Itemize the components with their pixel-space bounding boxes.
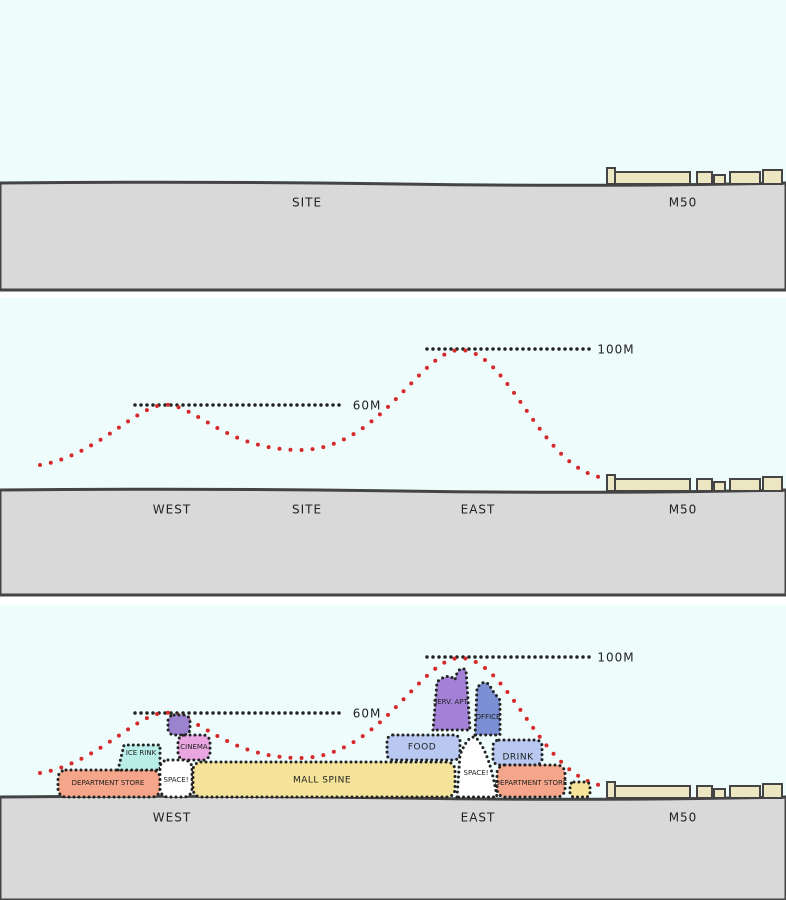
height-label: 100M [597,651,634,665]
block-label: DRINK [503,753,535,763]
block [431,667,472,732]
m50-label: M50 [669,811,698,825]
height-label: 100M [597,343,634,357]
block [568,780,592,799]
block-label: MALL SPINE [293,776,351,786]
envelope-curve [38,655,607,788]
block-label: CINEMA [180,743,208,751]
block [495,763,567,799]
block [166,713,192,737]
zone-label: SITE [292,503,322,517]
m50-buildings [606,781,783,799]
block [191,760,457,799]
block-label: DEPARTMENT STORE [72,779,145,787]
block-label: FOOD [408,743,436,753]
block [176,733,212,762]
block [455,735,499,799]
m50-buildings [606,474,783,492]
block-label: DEPARTMENT STORE [495,779,568,787]
block [491,738,544,767]
m50-label: M50 [669,196,698,210]
zone-label: EAST [461,503,496,517]
block [473,681,502,737]
m50-buildings [606,167,783,185]
height-label: 60M [353,399,382,413]
panel-existing: SITE M50 [0,0,786,292]
block [385,733,462,762]
height-label: 60M [353,707,382,721]
zone-label: WEST [153,811,191,825]
block-label: SPACE! [464,769,489,777]
zone-label: EAST [461,811,496,825]
envelope-curve [38,347,607,480]
block-label: SPACE! [164,776,189,784]
panel-envelope: 100M 60M WEST SITE EAST M50 [0,298,786,597]
zone-label: WEST [153,503,191,517]
block-label: OFFICE [476,713,501,721]
panel-program: DEPARTMENT STORE ICE RINK CINEMA SPACE! … [0,605,786,900]
block-label: ICE RINK [126,749,157,757]
m50-label: M50 [669,503,698,517]
block [116,743,162,772]
block-label: SERV. APT. [433,698,469,706]
site-label: SITE [292,196,322,210]
